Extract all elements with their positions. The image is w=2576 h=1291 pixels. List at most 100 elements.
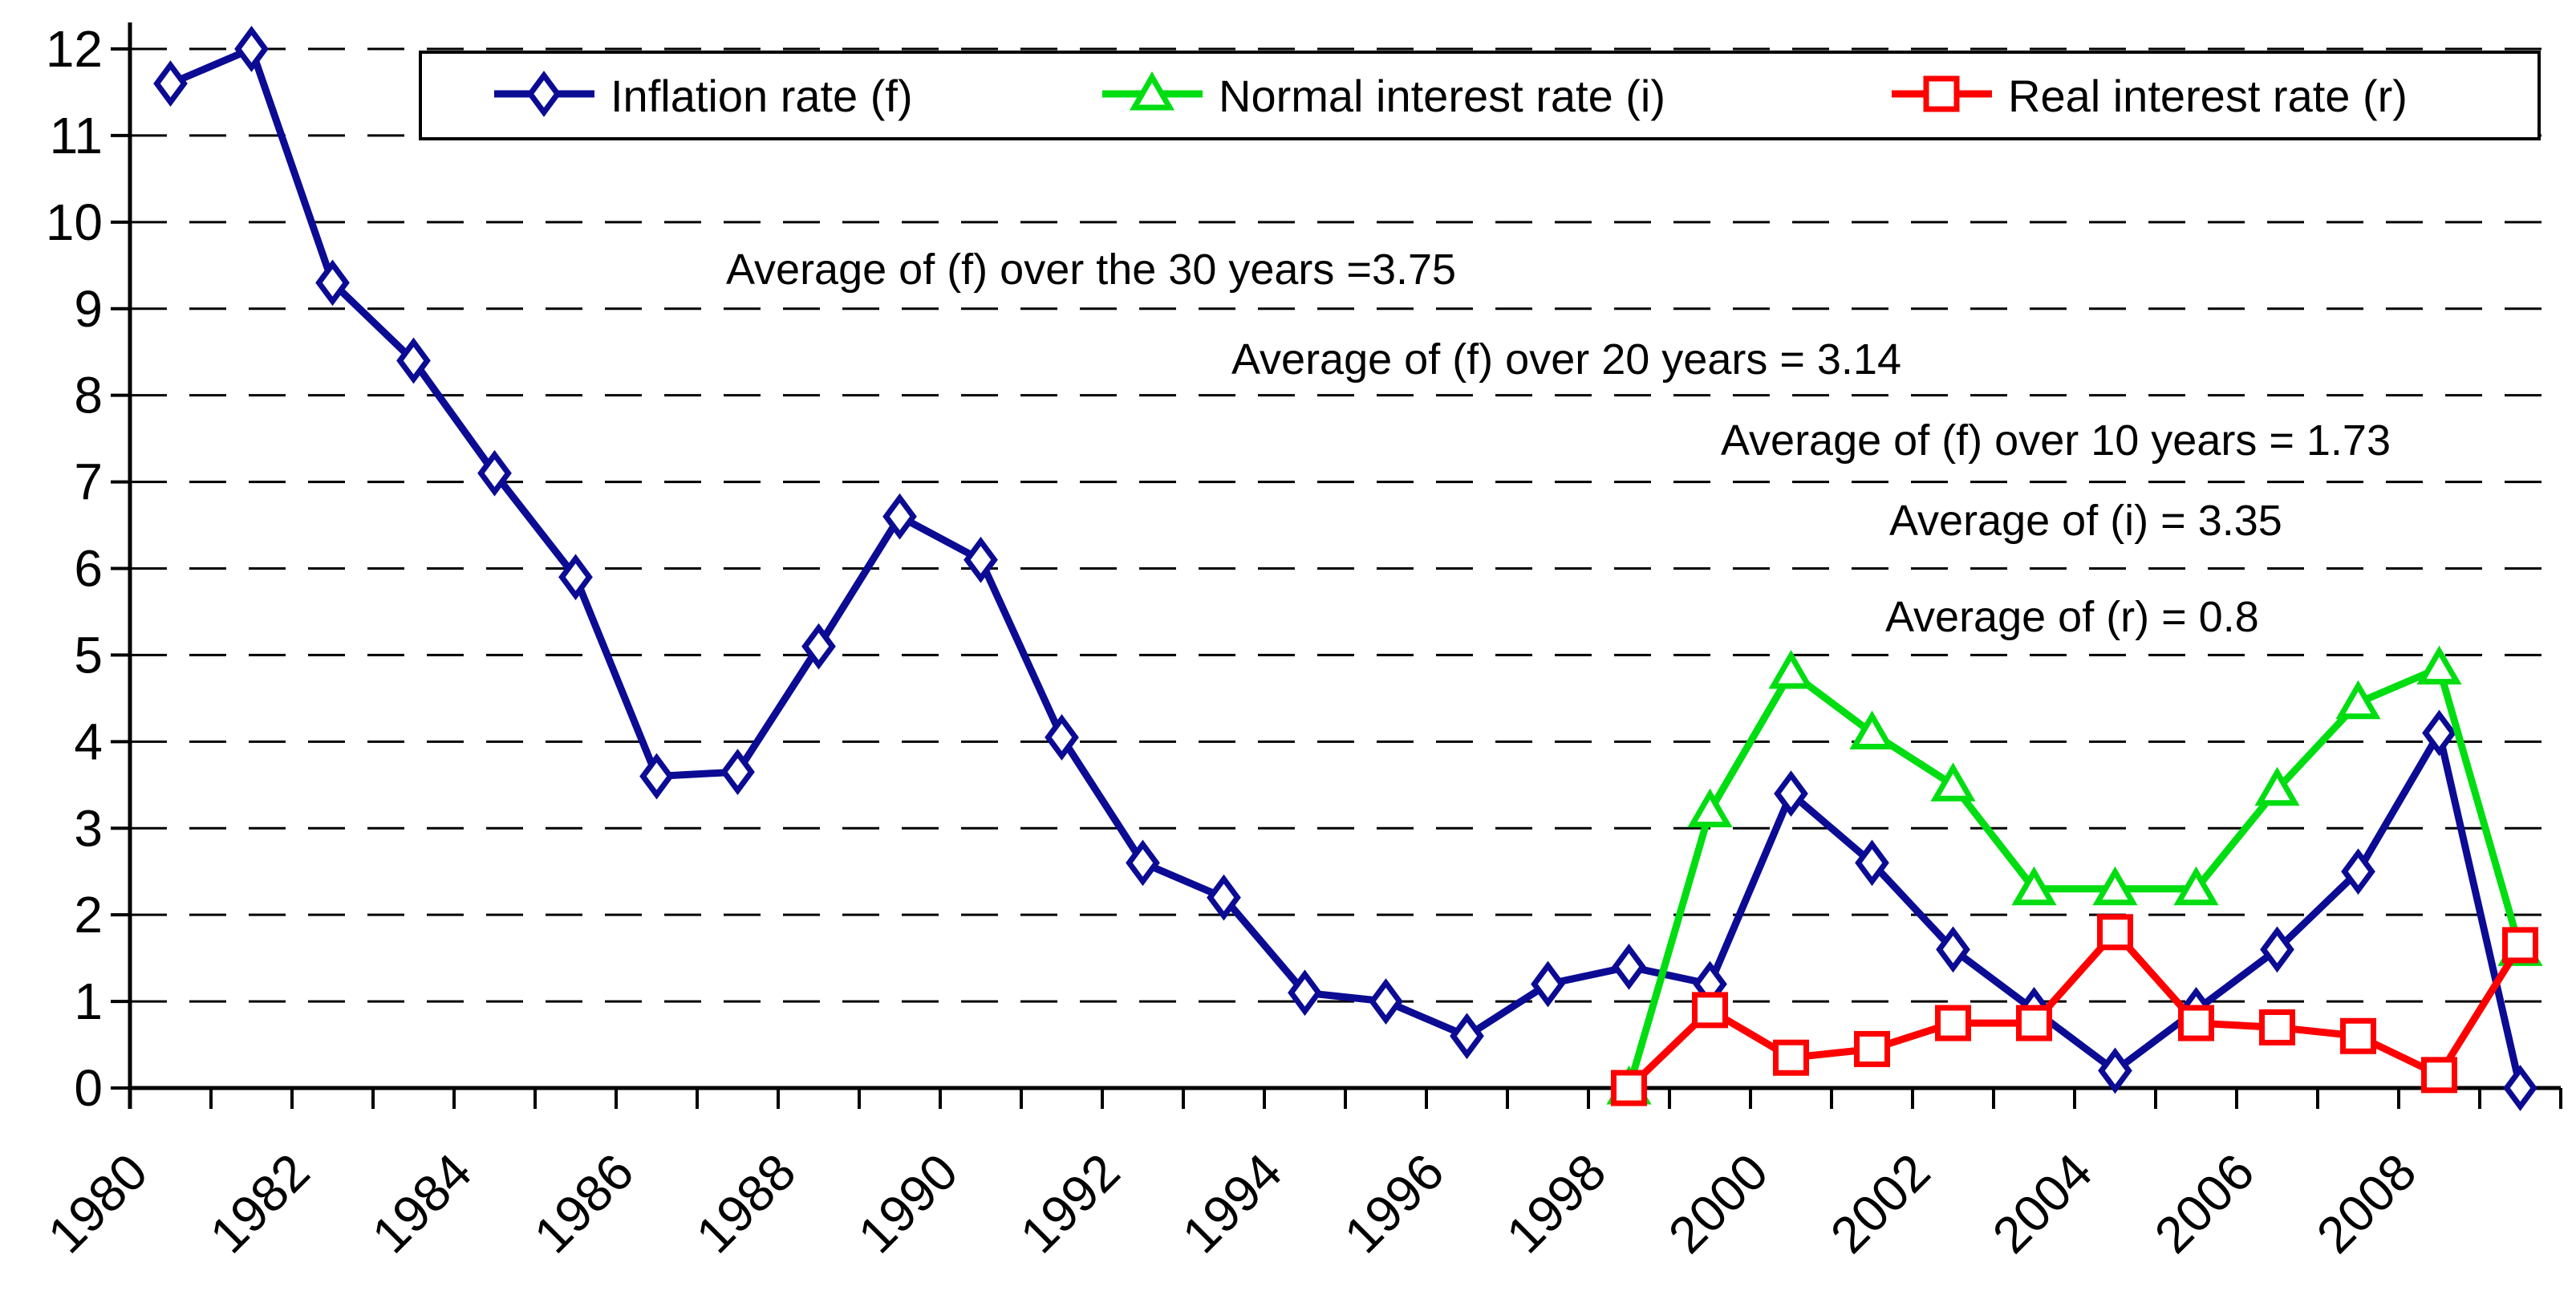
x-axis-label: 1982 bbox=[199, 1143, 321, 1265]
marker-square bbox=[2178, 1005, 2214, 1041]
x-axis-label: 1980 bbox=[37, 1143, 159, 1265]
marker-triangle bbox=[2011, 866, 2057, 906]
marker-triangle bbox=[2335, 680, 2381, 720]
marker-triangle bbox=[1930, 762, 1976, 802]
marker-square bbox=[1854, 1030, 1890, 1067]
marker-square bbox=[2259, 1009, 2295, 1045]
legend-item-real-interest: Real interest rate (r) bbox=[1892, 54, 2408, 137]
legend-label-inflation: Inflation rate (f) bbox=[611, 70, 913, 121]
marker-diamond bbox=[1207, 874, 1241, 921]
series-line bbox=[1625, 663, 2524, 1090]
x-axis-label: 2002 bbox=[1819, 1143, 1941, 1265]
x-axis-label: 1994 bbox=[1171, 1143, 1293, 1265]
annotation-avg-f-20-years: Average of (f) over 20 years = 3.14 bbox=[1231, 335, 1901, 384]
x-axis-label: 2008 bbox=[2306, 1143, 2428, 1265]
y-axis-label: 12 bbox=[46, 20, 103, 78]
series-line bbox=[1626, 926, 2524, 1091]
legend-marker-square-icon bbox=[1892, 70, 1992, 122]
marker-triangle bbox=[2092, 866, 2138, 906]
legend-swatch-canvas bbox=[494, 70, 594, 117]
y-axis-label: 4 bbox=[74, 712, 103, 770]
y-axis-label: 5 bbox=[74, 626, 103, 684]
legend-marker-diamond-icon bbox=[494, 70, 594, 122]
marker-diamond bbox=[720, 749, 755, 795]
x-axis-label: 2000 bbox=[1657, 1143, 1779, 1265]
series-square bbox=[1611, 914, 2538, 1106]
x-axis-label: 1984 bbox=[361, 1143, 483, 1265]
marker-square bbox=[2097, 914, 2133, 951]
x-axis-label: 1992 bbox=[1009, 1143, 1131, 1265]
marker-triangle bbox=[1849, 710, 1895, 750]
marker-diamond bbox=[882, 493, 917, 540]
marker-square bbox=[1611, 1070, 1647, 1106]
marker-diamond bbox=[1450, 1013, 1484, 1060]
x-axis-label: 1988 bbox=[685, 1143, 807, 1265]
series-diamond bbox=[153, 26, 2537, 1111]
y-axis-label: 8 bbox=[74, 367, 103, 424]
y-axis-label: 11 bbox=[50, 107, 103, 164]
marker-diamond bbox=[2503, 1065, 2537, 1111]
marker-square bbox=[1935, 1005, 1971, 1041]
legend-label-real-interest: Real interest rate (r) bbox=[2008, 70, 2408, 121]
marker-square bbox=[1773, 1039, 1809, 1076]
legend-item-normal-interest: Normal interest rate (i) bbox=[1102, 54, 1665, 137]
marker-diamond bbox=[2341, 848, 2375, 895]
marker-diamond bbox=[526, 70, 562, 117]
marker-square bbox=[1923, 75, 1960, 112]
marker-diamond bbox=[1855, 839, 1889, 887]
marker-triangle bbox=[2173, 866, 2219, 906]
y-axis-label: 0 bbox=[74, 1059, 103, 1117]
marker-diamond bbox=[1369, 978, 1403, 1025]
marker-diamond bbox=[153, 60, 188, 108]
x-axis-label: 1986 bbox=[523, 1143, 645, 1265]
y-axis-label: 10 bbox=[46, 193, 103, 251]
marker-triangle bbox=[1687, 788, 1733, 828]
legend-marker-triangle-icon bbox=[1102, 70, 1203, 122]
marker-triangle bbox=[1768, 650, 1814, 689]
marker-square bbox=[2016, 1005, 2052, 1041]
marker-triangle bbox=[1129, 71, 1175, 110]
marker-diamond bbox=[1126, 839, 1160, 887]
marker-diamond bbox=[2260, 926, 2294, 973]
marker-diamond bbox=[639, 753, 674, 800]
marker-square bbox=[1692, 992, 1728, 1029]
marker-triangle bbox=[2416, 645, 2462, 685]
series-line bbox=[168, 43, 2524, 1090]
marker-diamond bbox=[1288, 969, 1322, 1017]
marker-diamond bbox=[558, 554, 593, 601]
marker-diamond bbox=[963, 536, 998, 583]
marker-diamond bbox=[801, 623, 836, 670]
y-axis-label: 1 bbox=[74, 972, 103, 1030]
marker-diamond bbox=[2098, 1047, 2132, 1094]
marker-diamond bbox=[1612, 944, 1646, 990]
x-axis-label: 2004 bbox=[1982, 1143, 2103, 1265]
marker-diamond bbox=[477, 449, 512, 497]
marker-diamond bbox=[1936, 926, 1970, 973]
annotation-avg-f-10-years: Average of (f) over 10 years = 1.73 bbox=[1721, 416, 2391, 465]
y-axis-label: 9 bbox=[74, 280, 103, 338]
x-axis-label: 1996 bbox=[1333, 1143, 1455, 1265]
y-axis-label: 3 bbox=[74, 799, 103, 857]
x-axis-label: 1998 bbox=[1495, 1143, 1617, 1265]
y-axis-label: 7 bbox=[74, 453, 103, 511]
marker-triangle bbox=[2254, 766, 2300, 806]
marker-square bbox=[2340, 1017, 2376, 1054]
marker-diamond bbox=[2422, 709, 2456, 757]
annotation-avg-i: Average of (i) = 3.35 bbox=[1889, 497, 2282, 545]
marker-square bbox=[2421, 1057, 2457, 1094]
y-axis-label: 2 bbox=[74, 886, 103, 944]
marker-diamond bbox=[1774, 770, 1808, 817]
legend: Inflation rate (f) Normal interest rate … bbox=[419, 51, 2541, 140]
legend-item-inflation: Inflation rate (f) bbox=[494, 54, 913, 137]
marker-diamond bbox=[234, 26, 269, 72]
x-axis-label: 2006 bbox=[2144, 1143, 2266, 1265]
y-axis-label: 6 bbox=[74, 540, 103, 598]
x-axis-label: 1990 bbox=[847, 1143, 969, 1265]
marker-diamond bbox=[1045, 714, 1079, 761]
annotation-avg-f-30-years: Average of (f) over the 30 years =3.75 bbox=[726, 246, 1457, 294]
legend-swatch-canvas bbox=[1102, 71, 1203, 110]
marker-diamond bbox=[396, 337, 431, 384]
marker-diamond bbox=[315, 259, 350, 307]
